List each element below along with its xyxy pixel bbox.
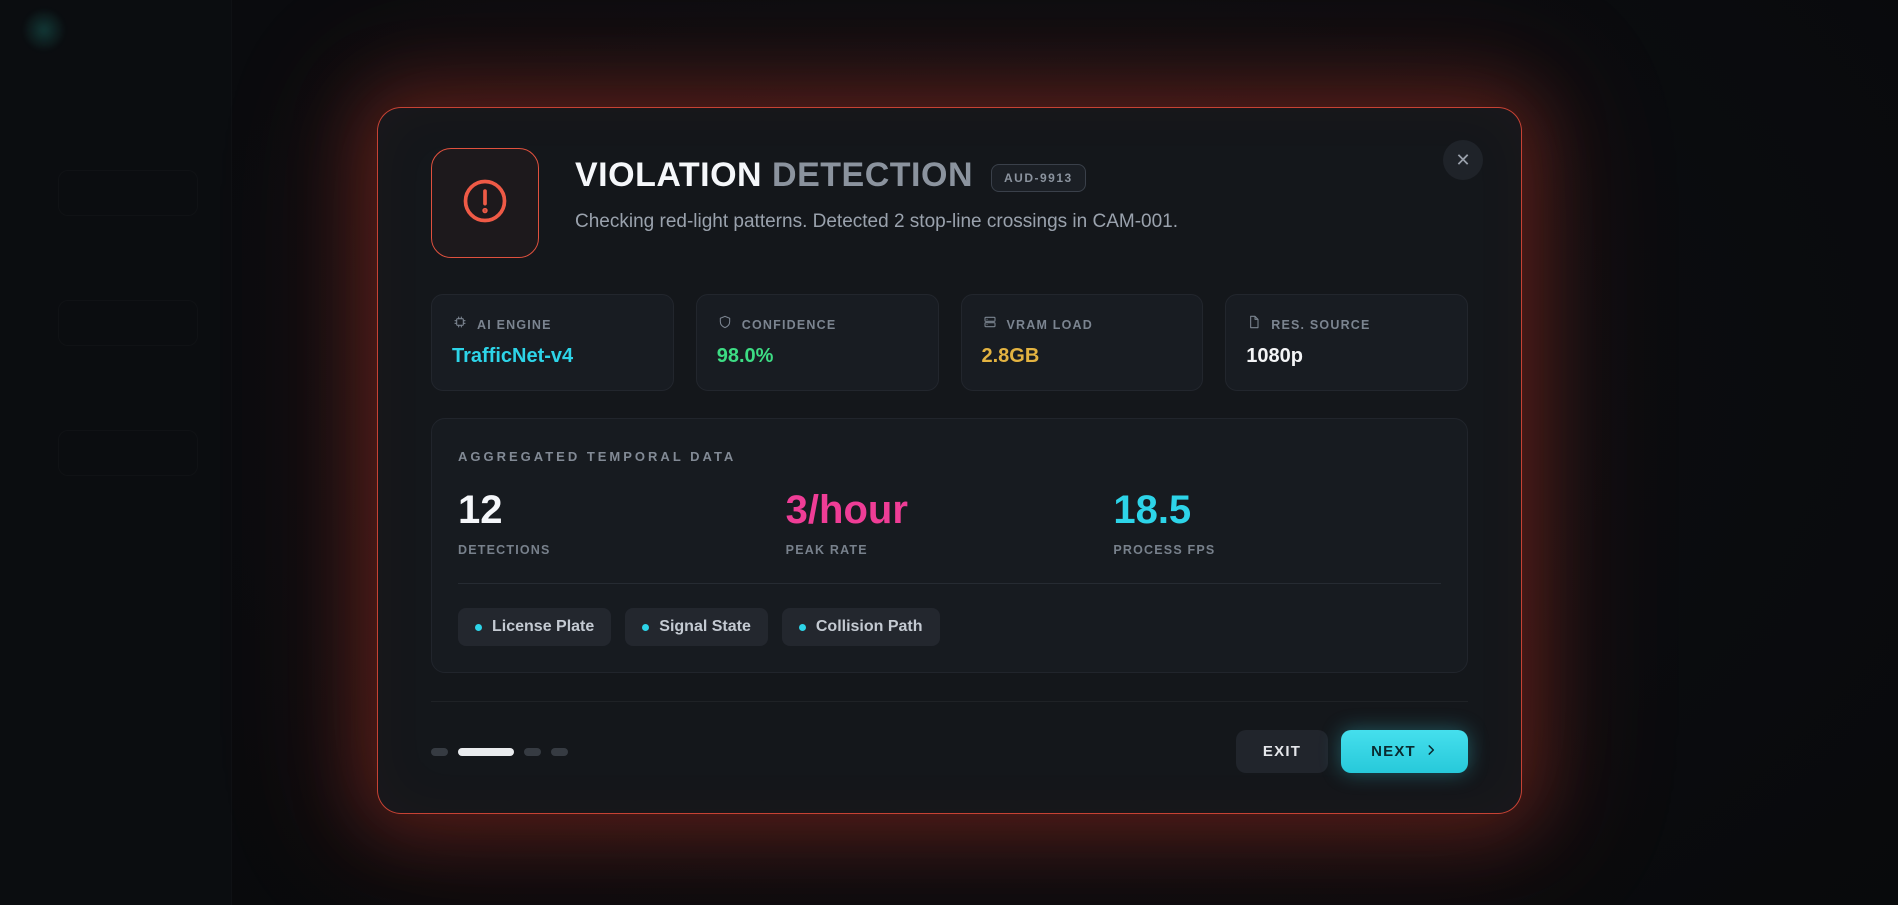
temporal-data-panel: AGGREGATED TEMPORAL DATA 12 DETECTIONS 3…: [431, 418, 1468, 673]
alert-icon-box: [431, 148, 539, 258]
metric-value: 18.5: [1113, 488, 1192, 532]
metric-label: PROCESS FPS: [1113, 543, 1216, 557]
cpu-icon: [452, 314, 468, 335]
server-icon: [982, 314, 998, 335]
tag-collision-path[interactable]: Collision Path: [781, 608, 940, 646]
metric-value: 3/hour: [785, 488, 908, 532]
tag-signal-state[interactable]: Signal State: [625, 608, 768, 646]
tag-license-plate[interactable]: License Plate: [458, 608, 612, 646]
tag-label: License Plate: [492, 618, 595, 635]
header-text: VIOLATION DETECTION AUD-9913 Checking re…: [575, 148, 1178, 233]
exit-button[interactable]: EXIT: [1236, 730, 1328, 773]
stat-label: VRAM LOAD: [1006, 317, 1093, 332]
metric-peak-rate: 3/hour PEAK RATE: [786, 490, 1114, 557]
stat-label: RES. SOURCE: [1271, 317, 1371, 332]
title-row: VIOLATION DETECTION AUD-9913: [575, 156, 1178, 195]
temporal-heading: AGGREGATED TEMPORAL DATA: [458, 449, 737, 464]
metric-label: DETECTIONS: [458, 543, 551, 557]
background-panel: [58, 300, 198, 346]
background-panel: [58, 170, 198, 216]
title-primary: VIOLATION: [575, 156, 763, 194]
metrics-row: 12 DETECTIONS 3/hour PEAK RATE 18.5 PROC…: [458, 490, 1441, 557]
chevron-right-icon: [1424, 743, 1438, 761]
status-description: Checking red-light patterns. Detected 2 …: [575, 211, 1179, 232]
stat-card-confidence: CONFIDENCE 98.0%: [695, 294, 939, 391]
stat-card-ai-engine: AI ENGINE TrafficNet-v4: [431, 294, 674, 391]
progress-pill: [524, 747, 541, 756]
divider: [458, 583, 1441, 584]
stat-card-res-source: RES. SOURCE 1080p: [1225, 294, 1468, 391]
progress-pill: [458, 747, 514, 756]
background-logo-glow: [22, 8, 66, 52]
footer-buttons: EXIT NEXT: [1236, 730, 1468, 773]
progress-pill: [551, 747, 568, 756]
detection-tags: License Plate Signal State Collision Pat…: [458, 608, 1441, 646]
stat-value: TrafficNet-v4: [452, 345, 574, 367]
metric-value: 12: [458, 488, 503, 532]
audit-id-badge: AUD-9913: [991, 163, 1086, 192]
bullet-dot-icon: [475, 623, 482, 631]
modal-footer: EXIT NEXT: [431, 701, 1468, 773]
page-title: VIOLATION DETECTION: [575, 156, 973, 195]
modal-header: VIOLATION DETECTION AUD-9913 Checking re…: [431, 148, 1468, 258]
progress-indicator: [431, 747, 568, 756]
stat-label: CONFIDENCE: [741, 317, 837, 332]
file-icon: [1246, 314, 1262, 335]
progress-pill: [431, 747, 448, 756]
metric-detections: 12 DETECTIONS: [458, 490, 786, 557]
background-sidebar: [0, 0, 232, 905]
stat-value: 2.8GB: [981, 345, 1040, 367]
next-button[interactable]: NEXT: [1341, 730, 1468, 773]
tag-label: Collision Path: [815, 618, 923, 635]
metric-label: PEAK RATE: [785, 543, 868, 557]
close-icon: ✕: [1455, 150, 1471, 170]
next-button-label: NEXT: [1371, 743, 1416, 760]
alert-circle-icon: [459, 175, 511, 232]
stat-label: AI ENGINE: [477, 317, 552, 332]
stat-value: 98.0%: [716, 345, 774, 367]
stat-value: 1080p: [1246, 345, 1303, 367]
metric-process-fps: 18.5 PROCESS FPS: [1113, 490, 1441, 557]
stat-card-vram-load: VRAM LOAD 2.8GB: [960, 294, 1204, 391]
title-secondary: DETECTION: [772, 156, 973, 194]
violation-detection-modal: ✕ VIOLATION DETECTION: [377, 107, 1522, 814]
bullet-dot-icon: [798, 623, 806, 631]
stats-row: AI ENGINE TrafficNet-v4 CONFIDENCE 98.0%: [431, 294, 1468, 391]
bullet-dot-icon: [642, 623, 650, 631]
shield-icon: [717, 314, 733, 335]
tag-label: Signal State: [659, 618, 751, 635]
close-button[interactable]: ✕: [1443, 140, 1483, 180]
background-panel: [58, 430, 198, 476]
